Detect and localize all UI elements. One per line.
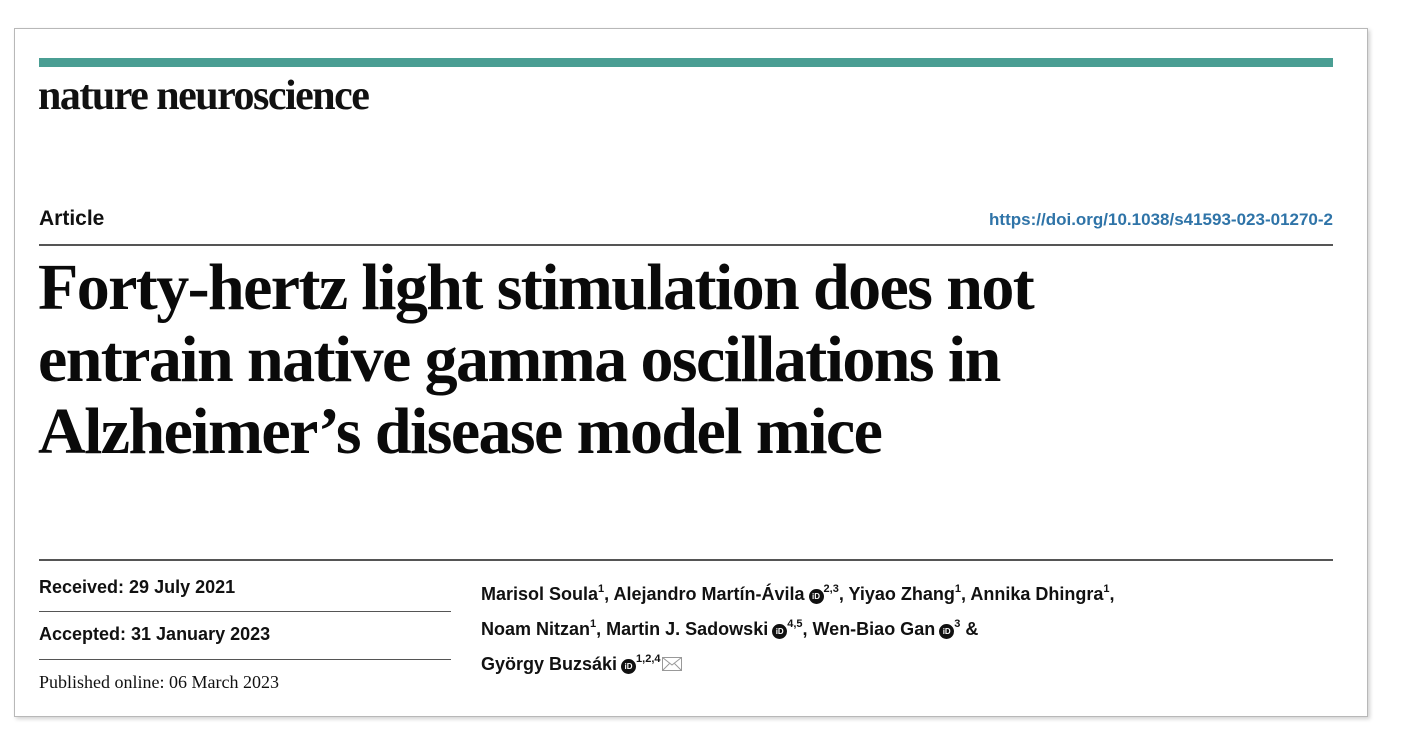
article-title: Forty-hertz light stimulation does not e… [38, 252, 1318, 468]
author-name[interactable]: Wen-Biao Gan [812, 619, 936, 639]
title-line: entrain native gamma oscillations in [38, 323, 1001, 396]
journal-name: nature neuroscience [38, 73, 370, 119]
author-separator: , [1109, 584, 1115, 604]
author-separator: & [960, 619, 979, 639]
author-affiliation: 1 [590, 618, 597, 630]
orcid-icon[interactable]: iD [939, 624, 955, 639]
author-name[interactable]: Martin J. Sadowski [606, 619, 769, 639]
author-affiliation: 1,2,4 [636, 653, 661, 665]
date-divider [39, 659, 451, 660]
published-date: Published online: 06 March 2023 [39, 672, 279, 692]
title-divider [39, 559, 1333, 561]
date-divider [39, 611, 451, 612]
orcid-icon[interactable]: iD [772, 624, 788, 639]
article-page [14, 28, 1368, 717]
author-name[interactable]: Yiyao Zhang [848, 584, 955, 604]
author-name[interactable]: Noam Nitzan [481, 619, 591, 639]
author-affiliation: 1 [1103, 583, 1110, 595]
journal-accent-bar [39, 58, 1333, 67]
author-line: György Buzsáki iD1,2,4 [481, 644, 1321, 679]
orcid-icon[interactable]: iD [808, 589, 824, 604]
author-separator: , [604, 584, 614, 604]
mail-icon[interactable] [661, 650, 682, 671]
author-list: Marisol Soula1, Alejandro Martín-Ávila iD… [481, 574, 1321, 679]
article-type-label: Article [39, 207, 105, 230]
doi-link[interactable]: https://doi.org/10.1038/s41593-023-01270… [989, 210, 1333, 229]
author-affiliation: 4,5 [787, 618, 803, 630]
author-line: Noam Nitzan1, Martin J. Sadowski iD4,5, W… [481, 609, 1321, 644]
author-affiliation: 1 [954, 583, 961, 595]
received-date: Received: 29 July 2021 [39, 577, 236, 597]
header-divider [39, 244, 1333, 246]
author-affiliation: 3 [954, 618, 961, 630]
author-separator: , [961, 584, 971, 604]
author-name[interactable]: Alejandro Martín-Ávila [613, 584, 805, 604]
author-affiliation: 2,3 [823, 583, 839, 595]
author-line: Marisol Soula1, Alejandro Martín-Ávila iD… [481, 574, 1321, 609]
title-line: Alzheimer’s disease model mice [38, 395, 883, 468]
author-separator: , [838, 584, 849, 604]
author-name[interactable]: György Buzsáki [481, 654, 618, 674]
author-name[interactable]: Annika Dhingra [970, 584, 1104, 604]
title-line: Forty-hertz light stimulation does not [38, 251, 1035, 324]
author-affiliation: 1 [598, 583, 605, 595]
orcid-icon[interactable]: iD [621, 659, 637, 674]
author-separator: , [802, 619, 813, 639]
accepted-date: Accepted: 31 January 2023 [39, 624, 271, 644]
author-name[interactable]: Marisol Soula [481, 584, 599, 604]
author-separator: , [596, 619, 607, 639]
